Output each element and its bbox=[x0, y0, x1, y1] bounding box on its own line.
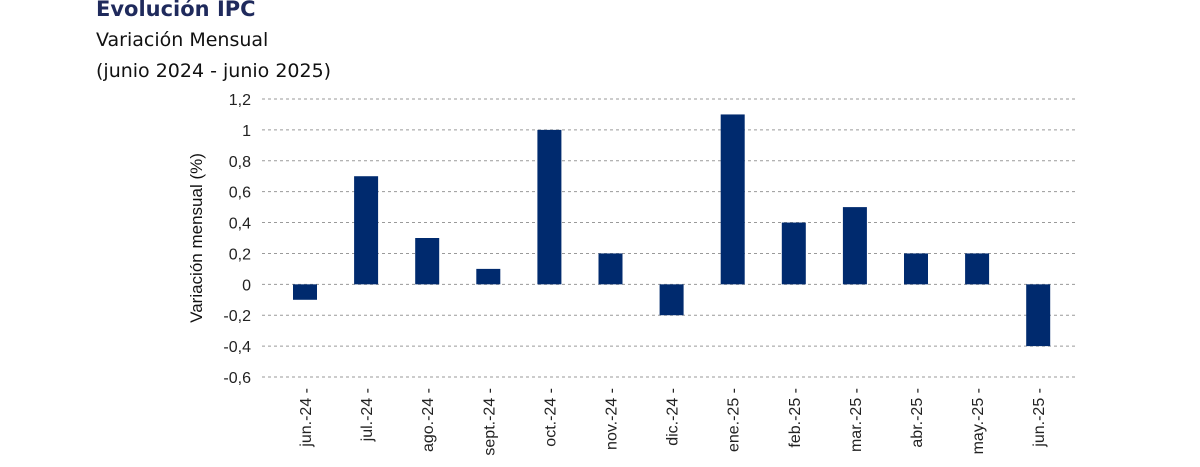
bar-feb.-25 bbox=[781, 222, 806, 285]
y-tick-label: -0,2 bbox=[223, 308, 251, 325]
x-tick-labels: jun.-24 - jul.-24 - ago.-24 - sept.-24 - oct… bbox=[298, 388, 1048, 456]
x-tick-label: mar.-25 - bbox=[848, 388, 865, 452]
x-tick-label: ene.-25 - bbox=[726, 388, 743, 452]
y-tick-label: 1 bbox=[242, 123, 251, 140]
bar-jun.-24 bbox=[293, 284, 317, 300]
bar-jun.-25 bbox=[1026, 284, 1051, 347]
gridlines bbox=[262, 98, 1078, 378]
x-tick-label: jun.-24 - bbox=[298, 388, 315, 448]
x-tick-label: ago.-24 - bbox=[420, 388, 437, 452]
y-tick-label: 0,4 bbox=[229, 216, 251, 233]
y-tick-label: 0 bbox=[242, 277, 251, 294]
bar-ago.-24 bbox=[415, 238, 440, 285]
bars bbox=[293, 114, 1051, 347]
x-tick-label: jul.-24 - bbox=[359, 388, 376, 442]
bar-sept.-24 bbox=[476, 268, 501, 285]
y-tick-labels: 1,2 1 0,8 0,6 0,4 0,2 0 -0,2 -0,4 -0,6 bbox=[223, 92, 251, 387]
x-tick-label: jun.-25 - bbox=[1031, 388, 1048, 448]
y-axis-label: Variación mensual (%) bbox=[187, 153, 206, 323]
bar-may.-25 bbox=[965, 253, 990, 285]
y-tick-label: 0,2 bbox=[229, 246, 251, 263]
chart-subtitle: Variación Mensual bbox=[96, 29, 269, 51]
bar-jul.-24 bbox=[354, 176, 379, 285]
bar-abr.-25 bbox=[904, 253, 928, 285]
x-tick-label: feb.-25 - bbox=[787, 388, 804, 448]
bar-mar.-25 bbox=[842, 207, 867, 285]
x-tick-label: dic.-24 - bbox=[665, 388, 682, 446]
x-tick-label: oct.-24 - bbox=[542, 388, 559, 447]
bar-ene.-25 bbox=[720, 114, 745, 285]
y-tick-label: 0,6 bbox=[229, 185, 251, 202]
x-tick-label: sept.-24 - bbox=[481, 388, 498, 456]
y-tick-label: 1,2 bbox=[229, 92, 251, 109]
chart-title: Evolución IPC bbox=[96, 0, 256, 21]
x-tick-label: may.-25 - bbox=[970, 388, 987, 454]
y-tick-label: -0,6 bbox=[223, 370, 251, 387]
x-tick-label: abr.-25 - bbox=[909, 388, 926, 448]
bar-oct.-24 bbox=[537, 129, 562, 285]
y-tick-label: -0,4 bbox=[223, 339, 251, 356]
bar-dic.-24 bbox=[659, 284, 684, 316]
y-tick-label: 0,8 bbox=[229, 154, 251, 171]
x-tick-label: nov.-24 - bbox=[604, 388, 621, 450]
chart-period: (junio 2024 - junio 2025) bbox=[96, 60, 332, 82]
bar-nov.-24 bbox=[598, 253, 623, 285]
